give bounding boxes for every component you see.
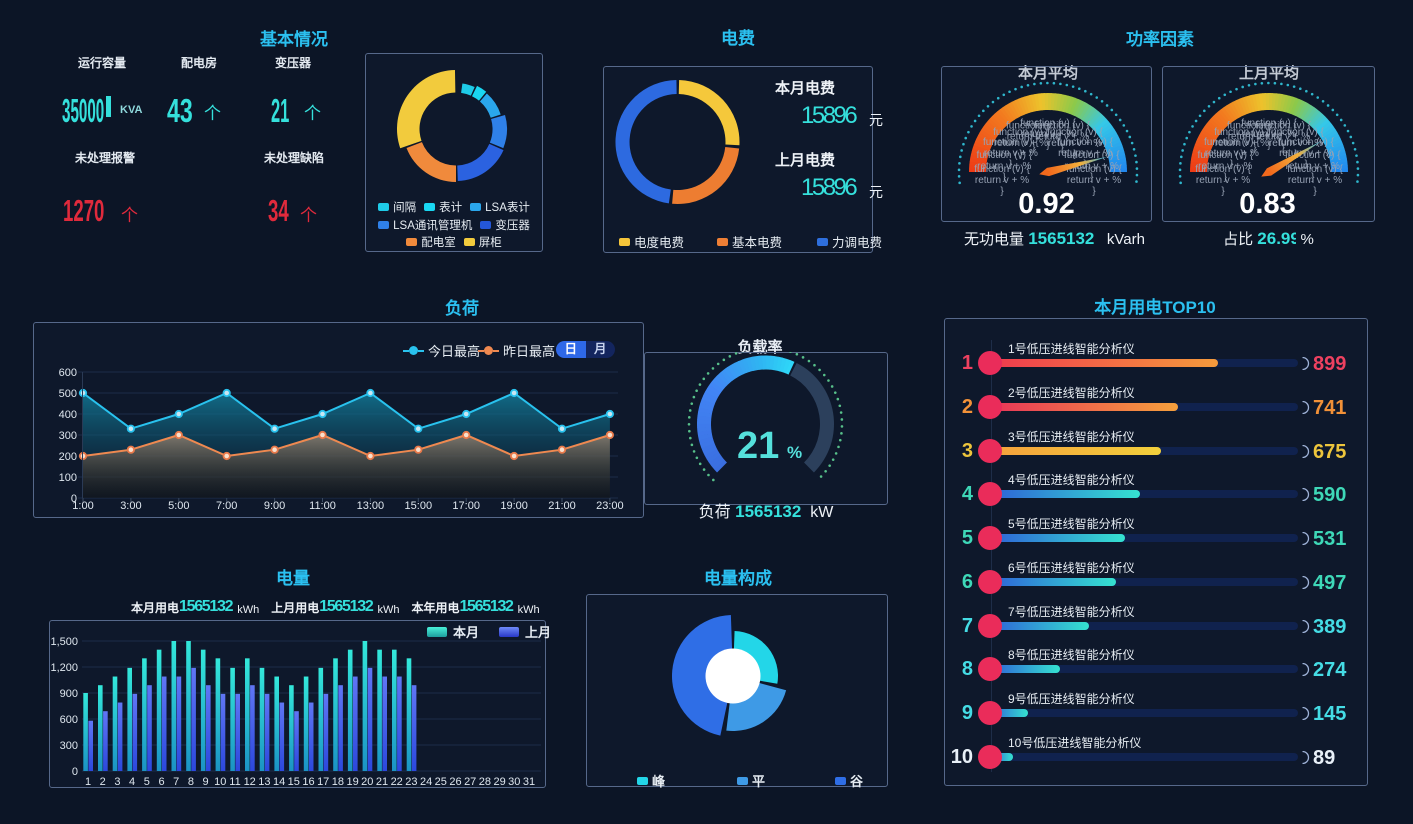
svg-text:31: 31 — [523, 776, 535, 788]
svg-text:11:00: 11:00 — [309, 500, 336, 512]
svg-text:18: 18 — [332, 776, 344, 788]
svg-text:30: 30 — [508, 776, 520, 788]
svg-text:500: 500 — [59, 388, 77, 400]
svg-text:11: 11 — [229, 776, 240, 788]
svg-text:15:00: 15:00 — [405, 500, 433, 512]
svg-text:17:00: 17:00 — [452, 500, 480, 512]
svg-text:function (v) {return v + %}: function (v) {return v + %} — [976, 150, 1032, 183]
svg-text:13: 13 — [258, 776, 270, 788]
svg-text:4: 4 — [129, 776, 135, 788]
svg-text:function (v) {return v + %}: function (v) {return v + %} — [1285, 150, 1341, 183]
svg-text:28: 28 — [479, 776, 491, 788]
svg-text:12: 12 — [244, 776, 256, 788]
svg-text:function (v) {return v + %}: function (v) {return v + %} — [1227, 120, 1283, 153]
svg-text:21: 21 — [376, 776, 388, 788]
svg-text:function (v) {return v + %}: function (v) {return v + %} — [1047, 127, 1103, 160]
svg-text:22: 22 — [391, 776, 403, 788]
svg-text:function (v) {return v + %}: function (v) {return v + %} — [1204, 137, 1260, 170]
svg-text:1:00: 1:00 — [72, 500, 93, 512]
svg-text:function (v) {return v + %}: function (v) {return v + %} — [1034, 120, 1090, 153]
svg-text:8: 8 — [188, 776, 194, 788]
svg-text:function (v) {return v + %}: function (v) {return v + %} — [1214, 127, 1270, 160]
svg-text:29: 29 — [493, 776, 505, 788]
svg-text:function (v) {return v + %}: function (v) {return v + %} — [1006, 120, 1062, 153]
svg-text:function (v) {return v + %}: function (v) {return v + %} — [983, 137, 1039, 170]
svg-text:9:00: 9:00 — [264, 500, 285, 512]
svg-text:200: 200 — [59, 451, 77, 463]
svg-text:7:00: 7:00 — [216, 500, 237, 512]
svg-text:26: 26 — [449, 776, 461, 788]
svg-text:1: 1 — [85, 776, 91, 788]
svg-text:27: 27 — [464, 776, 476, 788]
svg-text:6: 6 — [158, 776, 164, 788]
svg-text:300: 300 — [59, 430, 77, 442]
svg-text:300: 300 — [60, 740, 78, 752]
svg-text:19: 19 — [346, 776, 358, 788]
svg-text:function (v) {return v + %}: function (v) {return v + %} — [1287, 164, 1343, 197]
svg-text:function (v) {return v + %}: function (v) {return v + %} — [1020, 118, 1076, 151]
svg-text:21:00: 21:00 — [548, 500, 576, 512]
svg-text:100: 100 — [59, 472, 77, 484]
svg-text:function (v) {return v + %}: function (v) {return v + %} — [974, 164, 1030, 197]
svg-text:0: 0 — [71, 493, 77, 505]
svg-text:0: 0 — [72, 766, 78, 778]
svg-text:function (v) {return v + %}: function (v) {return v + %} — [1066, 164, 1122, 197]
svg-text:function (v) {return v + %}: function (v) {return v + %} — [1195, 164, 1251, 197]
svg-text:17: 17 — [317, 776, 329, 788]
svg-text:function (v) {return v + %}: function (v) {return v + %} — [1057, 137, 1113, 170]
svg-text:1,500: 1,500 — [50, 636, 78, 648]
svg-text:900: 900 — [60, 688, 78, 700]
svg-text:23: 23 — [405, 776, 417, 788]
svg-text:24: 24 — [420, 776, 432, 788]
svg-text:9: 9 — [203, 776, 209, 788]
svg-text:10: 10 — [214, 776, 226, 788]
svg-text:19:00: 19:00 — [500, 500, 528, 512]
svg-text:7: 7 — [173, 776, 179, 788]
svg-text:600: 600 — [60, 714, 78, 726]
svg-text:3: 3 — [114, 776, 120, 788]
svg-text:5:00: 5:00 — [168, 500, 189, 512]
svg-text:13:00: 13:00 — [357, 500, 385, 512]
svg-text:function (v) {return v + %}: function (v) {return v + %} — [1197, 150, 1253, 183]
svg-text:14: 14 — [273, 776, 285, 788]
svg-text:25: 25 — [435, 776, 447, 788]
svg-text:15: 15 — [288, 776, 300, 788]
svg-text:1,200: 1,200 — [50, 662, 78, 674]
svg-text:function (v) {return v + %}: function (v) {return v + %} — [1241, 118, 1297, 151]
svg-text:function (v) {return v + %}: function (v) {return v + %} — [1064, 150, 1120, 183]
svg-text:23:00: 23:00 — [596, 500, 624, 512]
svg-text:function (v) {return v + %}: function (v) {return v + %} — [993, 127, 1049, 160]
svg-text:2: 2 — [100, 776, 106, 788]
svg-text:600: 600 — [59, 367, 77, 379]
svg-text:5: 5 — [144, 776, 150, 788]
svg-text:16: 16 — [302, 776, 314, 788]
svg-text:20: 20 — [361, 776, 373, 788]
svg-text:400: 400 — [59, 409, 77, 421]
svg-text:function (v) {return v + %}: function (v) {return v + %} — [1255, 120, 1311, 153]
svg-text:3:00: 3:00 — [120, 500, 141, 512]
svg-text:function (v) {return v + %}: function (v) {return v + %} — [1278, 137, 1334, 170]
